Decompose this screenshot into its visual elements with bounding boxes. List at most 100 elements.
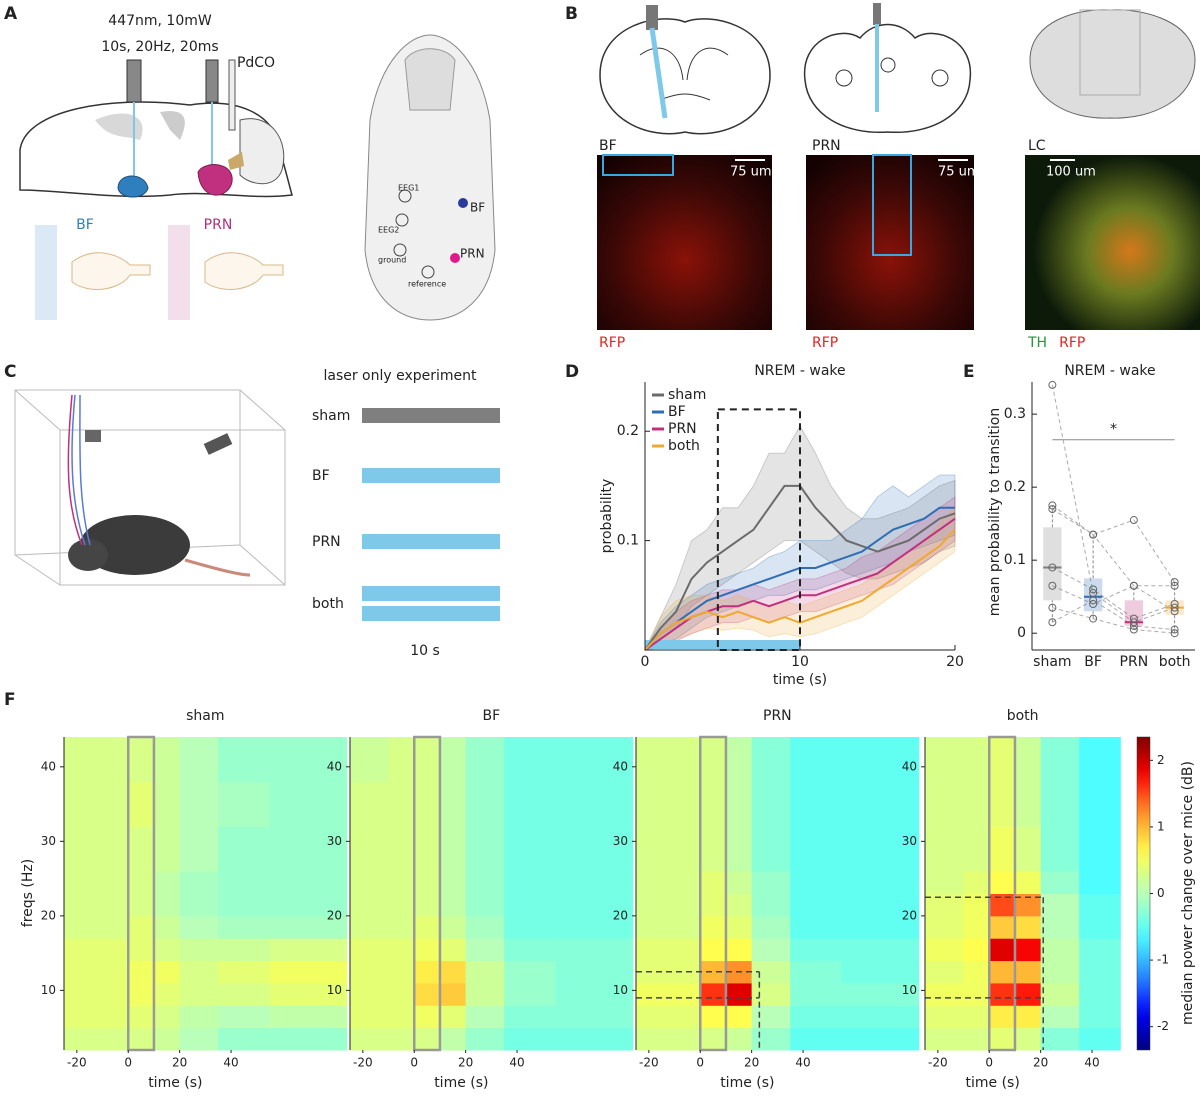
heatmap-cell: [841, 893, 920, 917]
heatmap-cell: [555, 915, 634, 939]
colorbar-tick-label: -1: [1157, 953, 1169, 967]
heatmap-cell: [989, 938, 1016, 962]
heatmap-cell: [153, 982, 181, 1006]
heatmap-cell: [269, 1005, 348, 1029]
panel-title: laser only experiment: [323, 368, 477, 384]
heatmap-cell: [989, 1005, 1016, 1029]
heatmap-cell: [555, 1005, 634, 1029]
section-detail: [639, 47, 729, 101]
heatmap-cell: [153, 826, 181, 872]
heatmap-cell: [128, 826, 155, 872]
optic-fiber: [205, 59, 219, 103]
heatmap-cell: [414, 1005, 441, 1029]
significance-label: *: [1110, 422, 1117, 438]
heatmap-cell: [989, 781, 1016, 827]
stain-label: TH: [1027, 335, 1047, 351]
panel-label: B: [565, 4, 578, 24]
x-axis-label: time (s): [720, 1075, 774, 1091]
heatmap-cell: [179, 1027, 219, 1051]
heatmap-cell: [925, 893, 965, 917]
data-point: [1129, 625, 1138, 634]
heatmap-cell: [102, 781, 129, 827]
heatmap-cell: [414, 737, 441, 783]
coronal-section: [803, 23, 972, 134]
y-tick-label: 0.2: [617, 423, 639, 439]
heatmap-cell: [700, 982, 727, 1006]
heatmap-cell: [269, 737, 348, 783]
heatmap-cell: [388, 737, 415, 783]
x-tick-label: 0: [696, 1056, 704, 1070]
heatmap-cell: [64, 1027, 104, 1051]
heatmap-cell: [465, 960, 505, 984]
panel-label: F: [4, 690, 16, 710]
heatmap-cell: [414, 960, 441, 984]
heatmap-cell: [1014, 893, 1042, 917]
data-point: [1089, 530, 1098, 539]
colorbar-label: median power change over mice (dB): [1180, 761, 1196, 1025]
heatmap-cell: [465, 781, 505, 827]
y-tick-label: 30: [613, 834, 628, 848]
heatmap-cell: [102, 982, 129, 1006]
x-tick-label: 0: [410, 1056, 418, 1070]
heatmap-cell: [751, 982, 791, 1006]
coronal-section: [1029, 9, 1196, 119]
heatmap-cell: [751, 826, 791, 872]
heatmap-cell: [388, 826, 415, 872]
heatmap-cell: [636, 871, 676, 894]
heatmap-cell: [439, 938, 467, 962]
heatmap-cell: [102, 826, 129, 872]
micrograph: [1025, 155, 1200, 330]
data-point: [1170, 625, 1179, 634]
section-name: BF: [599, 138, 617, 154]
heatmap-cell: [179, 826, 219, 872]
heatmap-cell: [465, 1027, 505, 1051]
heatmap-cell: [179, 938, 219, 962]
heatmap-cell: [218, 737, 271, 783]
heatmap-cell: [128, 737, 155, 783]
mouse-head: [68, 539, 108, 571]
panel-b: [597, 3, 1200, 330]
heatmap-cell: [414, 871, 441, 894]
data-point: [1089, 614, 1098, 623]
heatmap-cell: [636, 893, 676, 917]
neuron-inset: [204, 252, 284, 290]
skull: [364, 34, 496, 321]
heatmap-cell: [963, 1005, 990, 1029]
heatmap-cell: [1040, 826, 1080, 872]
cage: [14, 389, 286, 586]
heatmap-cell: [555, 871, 634, 894]
heatmap-cell: [269, 871, 348, 894]
heatmap-cell: [269, 982, 348, 1006]
heatmap-cell: [674, 1005, 701, 1029]
heatmap-cell: [218, 938, 271, 962]
x-tick-label: 40: [1084, 1056, 1099, 1070]
heatmap-cell: [790, 1005, 843, 1029]
data-point: [1089, 585, 1098, 594]
heatmap-cell: [388, 1005, 415, 1029]
heatmap-cell: [1040, 737, 1080, 783]
heatmap-cell: [725, 1027, 753, 1051]
heatmap-cell: [388, 982, 415, 1006]
heatmap-cell: [700, 826, 727, 872]
heatmap-cell: [725, 781, 753, 827]
data-point: [1170, 581, 1179, 590]
heatmap-cell: [1079, 1005, 1121, 1029]
mouse-body: [80, 515, 190, 575]
data-point: [1048, 380, 1057, 389]
heatmap-cell: [269, 960, 348, 984]
heatmap-cell: [350, 915, 390, 939]
heatmap-cell: [465, 737, 505, 783]
heatmap-cell: [128, 781, 155, 827]
heatmap-cell: [465, 938, 505, 962]
y-axis-label: freqs (Hz): [20, 859, 36, 927]
heatmap-cell: [925, 915, 965, 939]
heatmap-cell: [153, 871, 181, 894]
y-tick-label: 40: [41, 759, 56, 773]
heatmap-cell: [128, 915, 155, 939]
x-tick-label: both: [1159, 654, 1191, 670]
heatmap-cell: [751, 893, 791, 917]
heatmap-cell: [989, 737, 1016, 783]
y-tick-label: 10: [41, 983, 56, 997]
heatmap-cell: [1014, 960, 1042, 984]
heatmap-cell: [1040, 1027, 1080, 1051]
